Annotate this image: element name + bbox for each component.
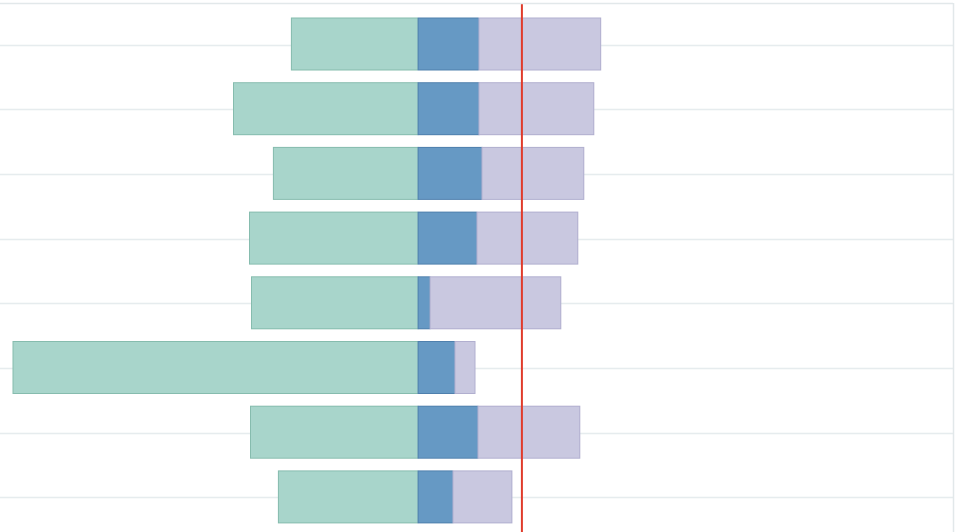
bar-segment	[417, 17, 480, 71]
bar-segment	[417, 470, 454, 524]
bar-segment	[417, 211, 478, 265]
bar-segment	[251, 276, 419, 330]
bar-segment	[429, 276, 562, 330]
bar-segment	[233, 82, 419, 136]
bar-segment	[454, 341, 476, 394]
bars	[12, 17, 602, 524]
bar-segment	[250, 405, 419, 459]
bar-segment	[277, 470, 419, 524]
bar-segment	[417, 341, 456, 394]
bar-segment	[12, 341, 419, 394]
bar-segment	[476, 211, 579, 265]
bar-segment	[417, 146, 483, 200]
bar-segment	[417, 405, 479, 459]
bar-segment	[417, 276, 431, 330]
bar-segment	[477, 405, 581, 459]
bar-segment	[478, 82, 595, 136]
bar-segment	[249, 211, 419, 265]
bar-segment	[452, 470, 513, 524]
bar-segment	[478, 17, 602, 71]
bar-segment	[417, 82, 480, 136]
bar-segment	[290, 17, 419, 71]
bar-segment	[481, 146, 585, 200]
bar-segment	[272, 146, 419, 200]
